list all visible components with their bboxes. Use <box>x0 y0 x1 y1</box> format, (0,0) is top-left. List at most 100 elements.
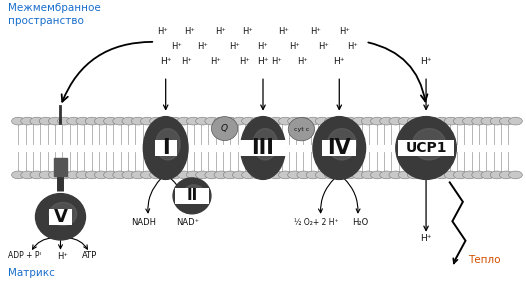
Circle shape <box>85 117 99 125</box>
Circle shape <box>472 117 485 125</box>
Circle shape <box>214 117 228 125</box>
Circle shape <box>104 117 117 125</box>
Circle shape <box>444 117 458 125</box>
Ellipse shape <box>253 129 278 160</box>
Circle shape <box>39 171 53 179</box>
Circle shape <box>241 171 255 179</box>
Circle shape <box>315 117 329 125</box>
Text: cyt c: cyt c <box>294 127 309 132</box>
Circle shape <box>58 117 71 125</box>
Circle shape <box>426 171 439 179</box>
Bar <box>49 209 72 225</box>
Circle shape <box>94 171 108 179</box>
Circle shape <box>177 171 191 179</box>
Circle shape <box>417 117 430 125</box>
Circle shape <box>113 117 126 125</box>
Circle shape <box>509 117 522 125</box>
Circle shape <box>159 171 173 179</box>
Text: H⁺: H⁺ <box>318 42 329 51</box>
Circle shape <box>398 171 412 179</box>
Text: IV: IV <box>327 138 351 158</box>
Circle shape <box>186 117 200 125</box>
Circle shape <box>168 171 182 179</box>
Circle shape <box>214 171 228 179</box>
Text: Q: Q <box>221 124 228 133</box>
Circle shape <box>232 117 246 125</box>
Circle shape <box>48 117 62 125</box>
Text: H⁺: H⁺ <box>242 27 252 36</box>
Circle shape <box>343 171 357 179</box>
Circle shape <box>453 171 467 179</box>
Ellipse shape <box>36 194 85 240</box>
Circle shape <box>122 117 136 125</box>
Circle shape <box>315 171 329 179</box>
Circle shape <box>177 117 191 125</box>
Text: H⁺: H⁺ <box>333 57 345 66</box>
Text: H⁺: H⁺ <box>171 42 181 51</box>
Circle shape <box>140 117 154 125</box>
Text: NAD⁺: NAD⁺ <box>176 218 199 227</box>
Circle shape <box>30 171 44 179</box>
Circle shape <box>113 171 126 179</box>
Circle shape <box>297 117 311 125</box>
Text: H₂O: H₂O <box>352 218 368 227</box>
Text: H⁺: H⁺ <box>279 27 289 36</box>
Text: NADH: NADH <box>132 218 157 227</box>
Circle shape <box>223 117 237 125</box>
Circle shape <box>306 171 320 179</box>
Circle shape <box>444 171 458 179</box>
Circle shape <box>325 117 338 125</box>
Circle shape <box>48 171 62 179</box>
Text: ATP: ATP <box>82 251 97 260</box>
Circle shape <box>481 171 494 179</box>
Bar <box>155 140 177 156</box>
Circle shape <box>85 171 99 179</box>
Circle shape <box>370 117 384 125</box>
Text: H⁺: H⁺ <box>216 27 226 36</box>
Text: H⁺: H⁺ <box>297 57 308 66</box>
Circle shape <box>251 171 265 179</box>
Circle shape <box>186 171 200 179</box>
Text: H⁺: H⁺ <box>310 27 321 36</box>
Circle shape <box>132 171 145 179</box>
Circle shape <box>499 171 513 179</box>
Circle shape <box>260 117 274 125</box>
Circle shape <box>251 117 265 125</box>
Bar <box>54 158 67 176</box>
Ellipse shape <box>328 129 357 160</box>
Circle shape <box>463 117 477 125</box>
Circle shape <box>352 117 366 125</box>
Circle shape <box>21 117 35 125</box>
Circle shape <box>21 171 35 179</box>
Circle shape <box>361 171 375 179</box>
Text: H⁺: H⁺ <box>258 42 268 51</box>
Circle shape <box>104 171 117 179</box>
Text: H⁺: H⁺ <box>289 42 300 51</box>
Circle shape <box>333 171 347 179</box>
Ellipse shape <box>184 185 204 203</box>
Circle shape <box>76 171 89 179</box>
Bar <box>398 140 454 156</box>
Circle shape <box>398 117 412 125</box>
Text: H⁺: H⁺ <box>197 42 208 51</box>
Circle shape <box>196 171 209 179</box>
Circle shape <box>30 117 44 125</box>
Text: H⁺: H⁺ <box>158 27 168 36</box>
Text: H⁺: H⁺ <box>420 57 432 66</box>
Text: H⁺: H⁺ <box>229 42 239 51</box>
Ellipse shape <box>396 117 457 179</box>
Text: Тепло: Тепло <box>468 255 501 265</box>
Circle shape <box>12 117 25 125</box>
Circle shape <box>490 171 504 179</box>
Circle shape <box>325 171 338 179</box>
Circle shape <box>389 117 403 125</box>
Circle shape <box>370 171 384 179</box>
Ellipse shape <box>156 129 180 160</box>
Text: UCP1: UCP1 <box>406 141 447 155</box>
Circle shape <box>241 117 255 125</box>
Circle shape <box>380 117 393 125</box>
Circle shape <box>269 171 283 179</box>
Circle shape <box>343 117 357 125</box>
Text: H⁺: H⁺ <box>420 234 432 243</box>
Circle shape <box>76 117 89 125</box>
